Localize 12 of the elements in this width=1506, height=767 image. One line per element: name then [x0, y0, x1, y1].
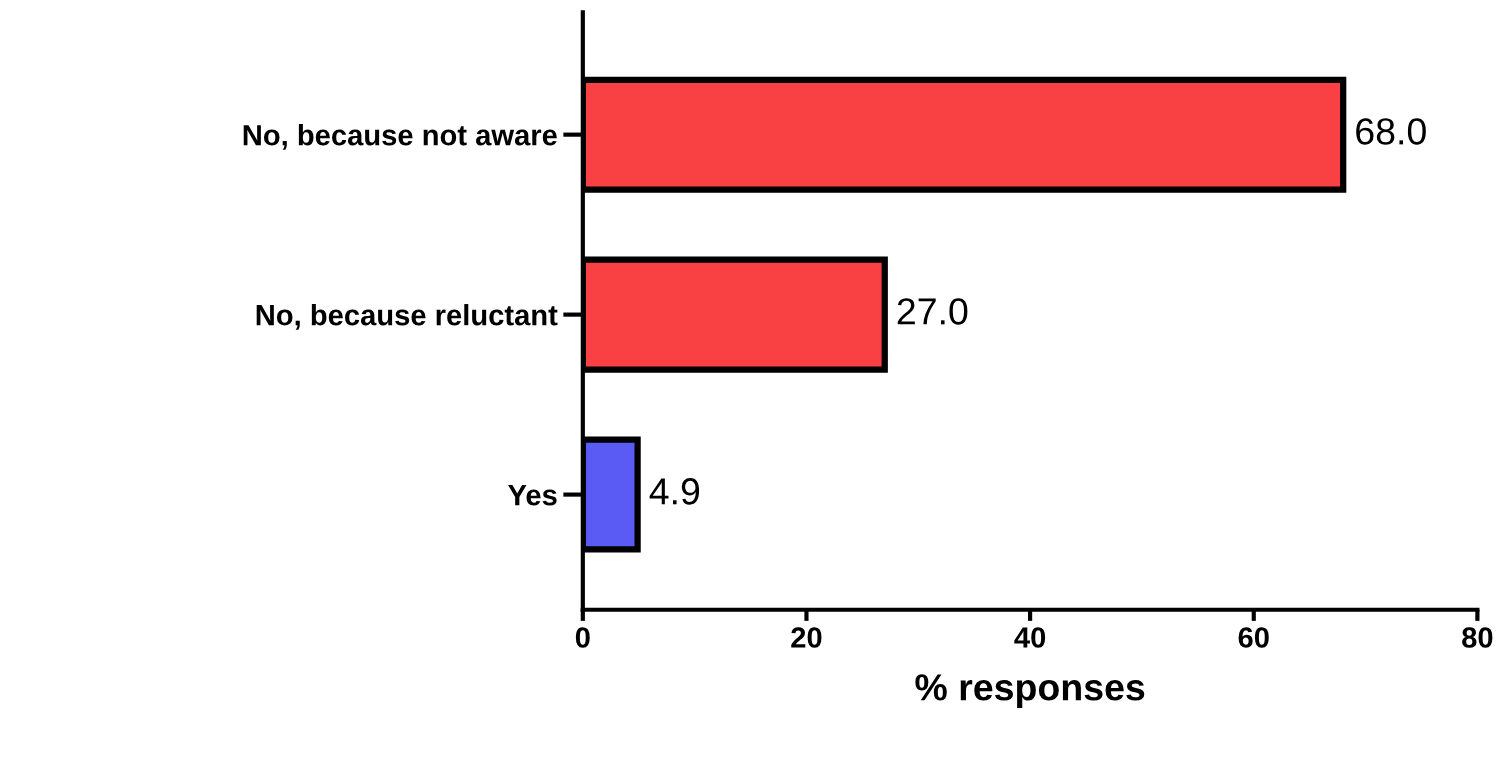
x-tick-label: 80 [1462, 627, 1493, 648]
data-label: 68.0 [1356, 118, 1426, 145]
data-label: 4.9 [649, 478, 700, 505]
x-tick-label: 0 [575, 627, 590, 648]
x-tick-label: 40 [1014, 627, 1046, 648]
x-tick-label: 20 [791, 627, 822, 648]
x-tick-label: 60 [1238, 627, 1269, 648]
y-tick-label: No, because not aware [243, 124, 557, 150]
x-axis-title: % responses [915, 674, 1145, 709]
y-tick-label: Yes [508, 485, 557, 506]
y-tick-label: No, because reluctant [256, 304, 558, 330]
data-label: 27.0 [897, 298, 968, 325]
